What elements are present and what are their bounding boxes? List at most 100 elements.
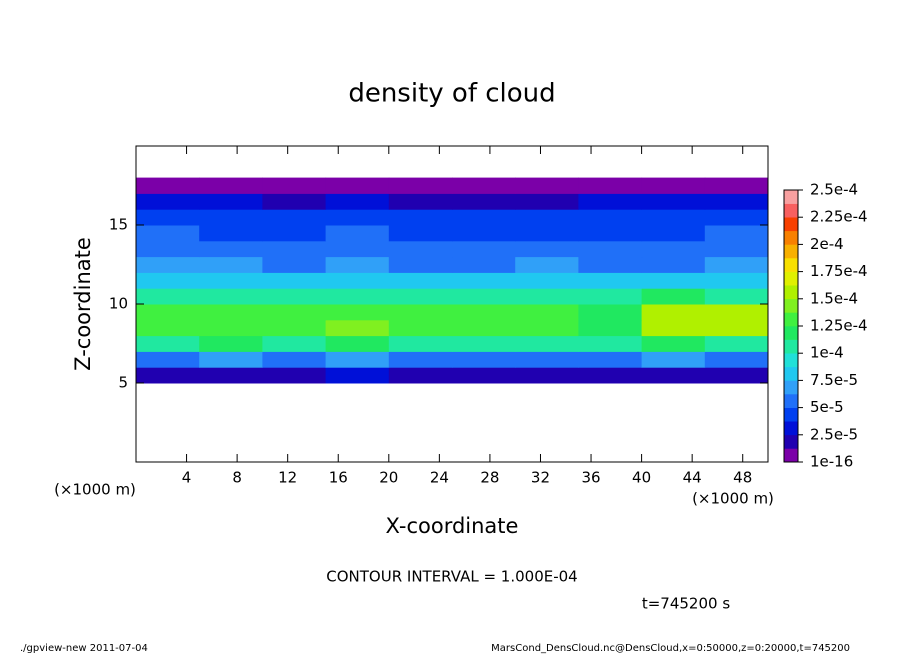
heat-cell [388, 319, 453, 337]
heat-cell [325, 319, 390, 337]
heat-cell [704, 240, 769, 258]
heat-cell [452, 304, 516, 321]
heat-cell [704, 367, 769, 384]
heat-cell [262, 177, 327, 194]
heat-cell [262, 351, 327, 368]
heat-cell [199, 256, 263, 273]
heat-cell [262, 256, 327, 273]
heat-cell [388, 209, 453, 226]
heat-cell [262, 304, 327, 321]
heat-cell [578, 193, 643, 210]
heat-cell [199, 304, 263, 321]
heat-cell [136, 319, 200, 337]
heat-cell [262, 367, 327, 384]
heat-cell [641, 304, 706, 321]
heat-cell [452, 319, 516, 337]
colorbar-band [784, 448, 798, 463]
heat-cell [199, 272, 263, 289]
colorbar-band [784, 190, 798, 204]
heat-cell [325, 209, 390, 226]
heat-cell [578, 351, 643, 368]
colorbar-band [784, 258, 798, 272]
heat-cell [199, 288, 263, 305]
colorbar-band [784, 339, 798, 354]
colorbar-band [784, 312, 798, 327]
colorbar-band [784, 394, 798, 408]
heat-cell [704, 193, 769, 210]
colorbar-tick-label: 1.25e-4 [810, 317, 868, 335]
heat-cell [388, 272, 453, 289]
heat-cell [452, 335, 516, 352]
colorbar-band [784, 230, 798, 245]
heat-cell [325, 256, 390, 273]
heat-cell [388, 304, 453, 321]
heat-cell [704, 351, 769, 368]
colorbar-band [784, 380, 798, 395]
heat-cell [515, 177, 579, 194]
colorbar-band [784, 298, 798, 313]
heat-cell [262, 288, 327, 305]
heat-cell [515, 335, 579, 352]
heat-cell [578, 288, 643, 305]
colorbar-band [784, 271, 798, 286]
heat-cell [262, 272, 327, 289]
x-tick-label: 16 [329, 469, 348, 487]
heat-cell [578, 304, 643, 321]
heat-cell [515, 225, 579, 242]
heat-cell [325, 367, 390, 384]
heat-cell [325, 272, 390, 289]
colorbar-band [784, 407, 798, 422]
heat-cell [199, 240, 263, 258]
heat-cell [325, 240, 390, 258]
colorbar-tick-label: 2.5e-5 [810, 425, 858, 443]
heat-cell [136, 193, 200, 210]
heat-cell [452, 225, 516, 242]
heat-cell [325, 193, 390, 210]
heat-cell [452, 240, 516, 258]
x-axis-label: X-coordinate [386, 514, 519, 538]
heat-cell [704, 335, 769, 352]
x-tick-label: 44 [683, 469, 702, 487]
heat-cell [515, 193, 579, 210]
heat-cell [388, 288, 453, 305]
heat-cell [704, 256, 769, 273]
colorbar-band [784, 366, 798, 381]
colorbar-band [784, 203, 798, 218]
heat-cell [641, 319, 706, 337]
y-tick-label: 5 [118, 374, 128, 392]
heat-cell [578, 209, 643, 226]
heat-cell [136, 367, 200, 384]
heat-cell [262, 225, 327, 242]
x-tick-label: 48 [733, 469, 752, 487]
x-tick-label: 32 [531, 469, 550, 487]
y-tick-label: 10 [109, 295, 128, 313]
heat-cell [515, 256, 579, 273]
x-tick-label: 12 [278, 469, 297, 487]
heat-cell [641, 177, 706, 194]
colorbar-band [784, 353, 798, 368]
heat-cell [704, 288, 769, 305]
heat-cell [136, 177, 200, 194]
heat-cell [199, 351, 263, 368]
time-label: t=745200 s [642, 595, 730, 613]
x-tick-label: 28 [480, 469, 499, 487]
heat-cell [641, 256, 706, 273]
heat-cell [515, 367, 579, 384]
heat-cell [388, 367, 453, 384]
heat-cell [578, 256, 643, 273]
colorbar-tick-label: 2.5e-4 [810, 181, 858, 199]
heat-cell [262, 240, 327, 258]
x-tick-label: 20 [379, 469, 398, 487]
heat-cell [641, 240, 706, 258]
heat-cell [262, 335, 327, 352]
heat-cell [641, 193, 706, 210]
x-tick-label: 4 [182, 469, 192, 487]
colorbar-tick-label: 1.75e-4 [810, 262, 868, 280]
chart-title: density of cloud [348, 79, 555, 109]
heat-cell [515, 351, 579, 368]
heat-cell [199, 367, 263, 384]
heat-cell [325, 304, 390, 321]
y-tick-label: 15 [109, 216, 128, 234]
heat-cell [578, 319, 643, 337]
heat-cell [199, 209, 263, 226]
